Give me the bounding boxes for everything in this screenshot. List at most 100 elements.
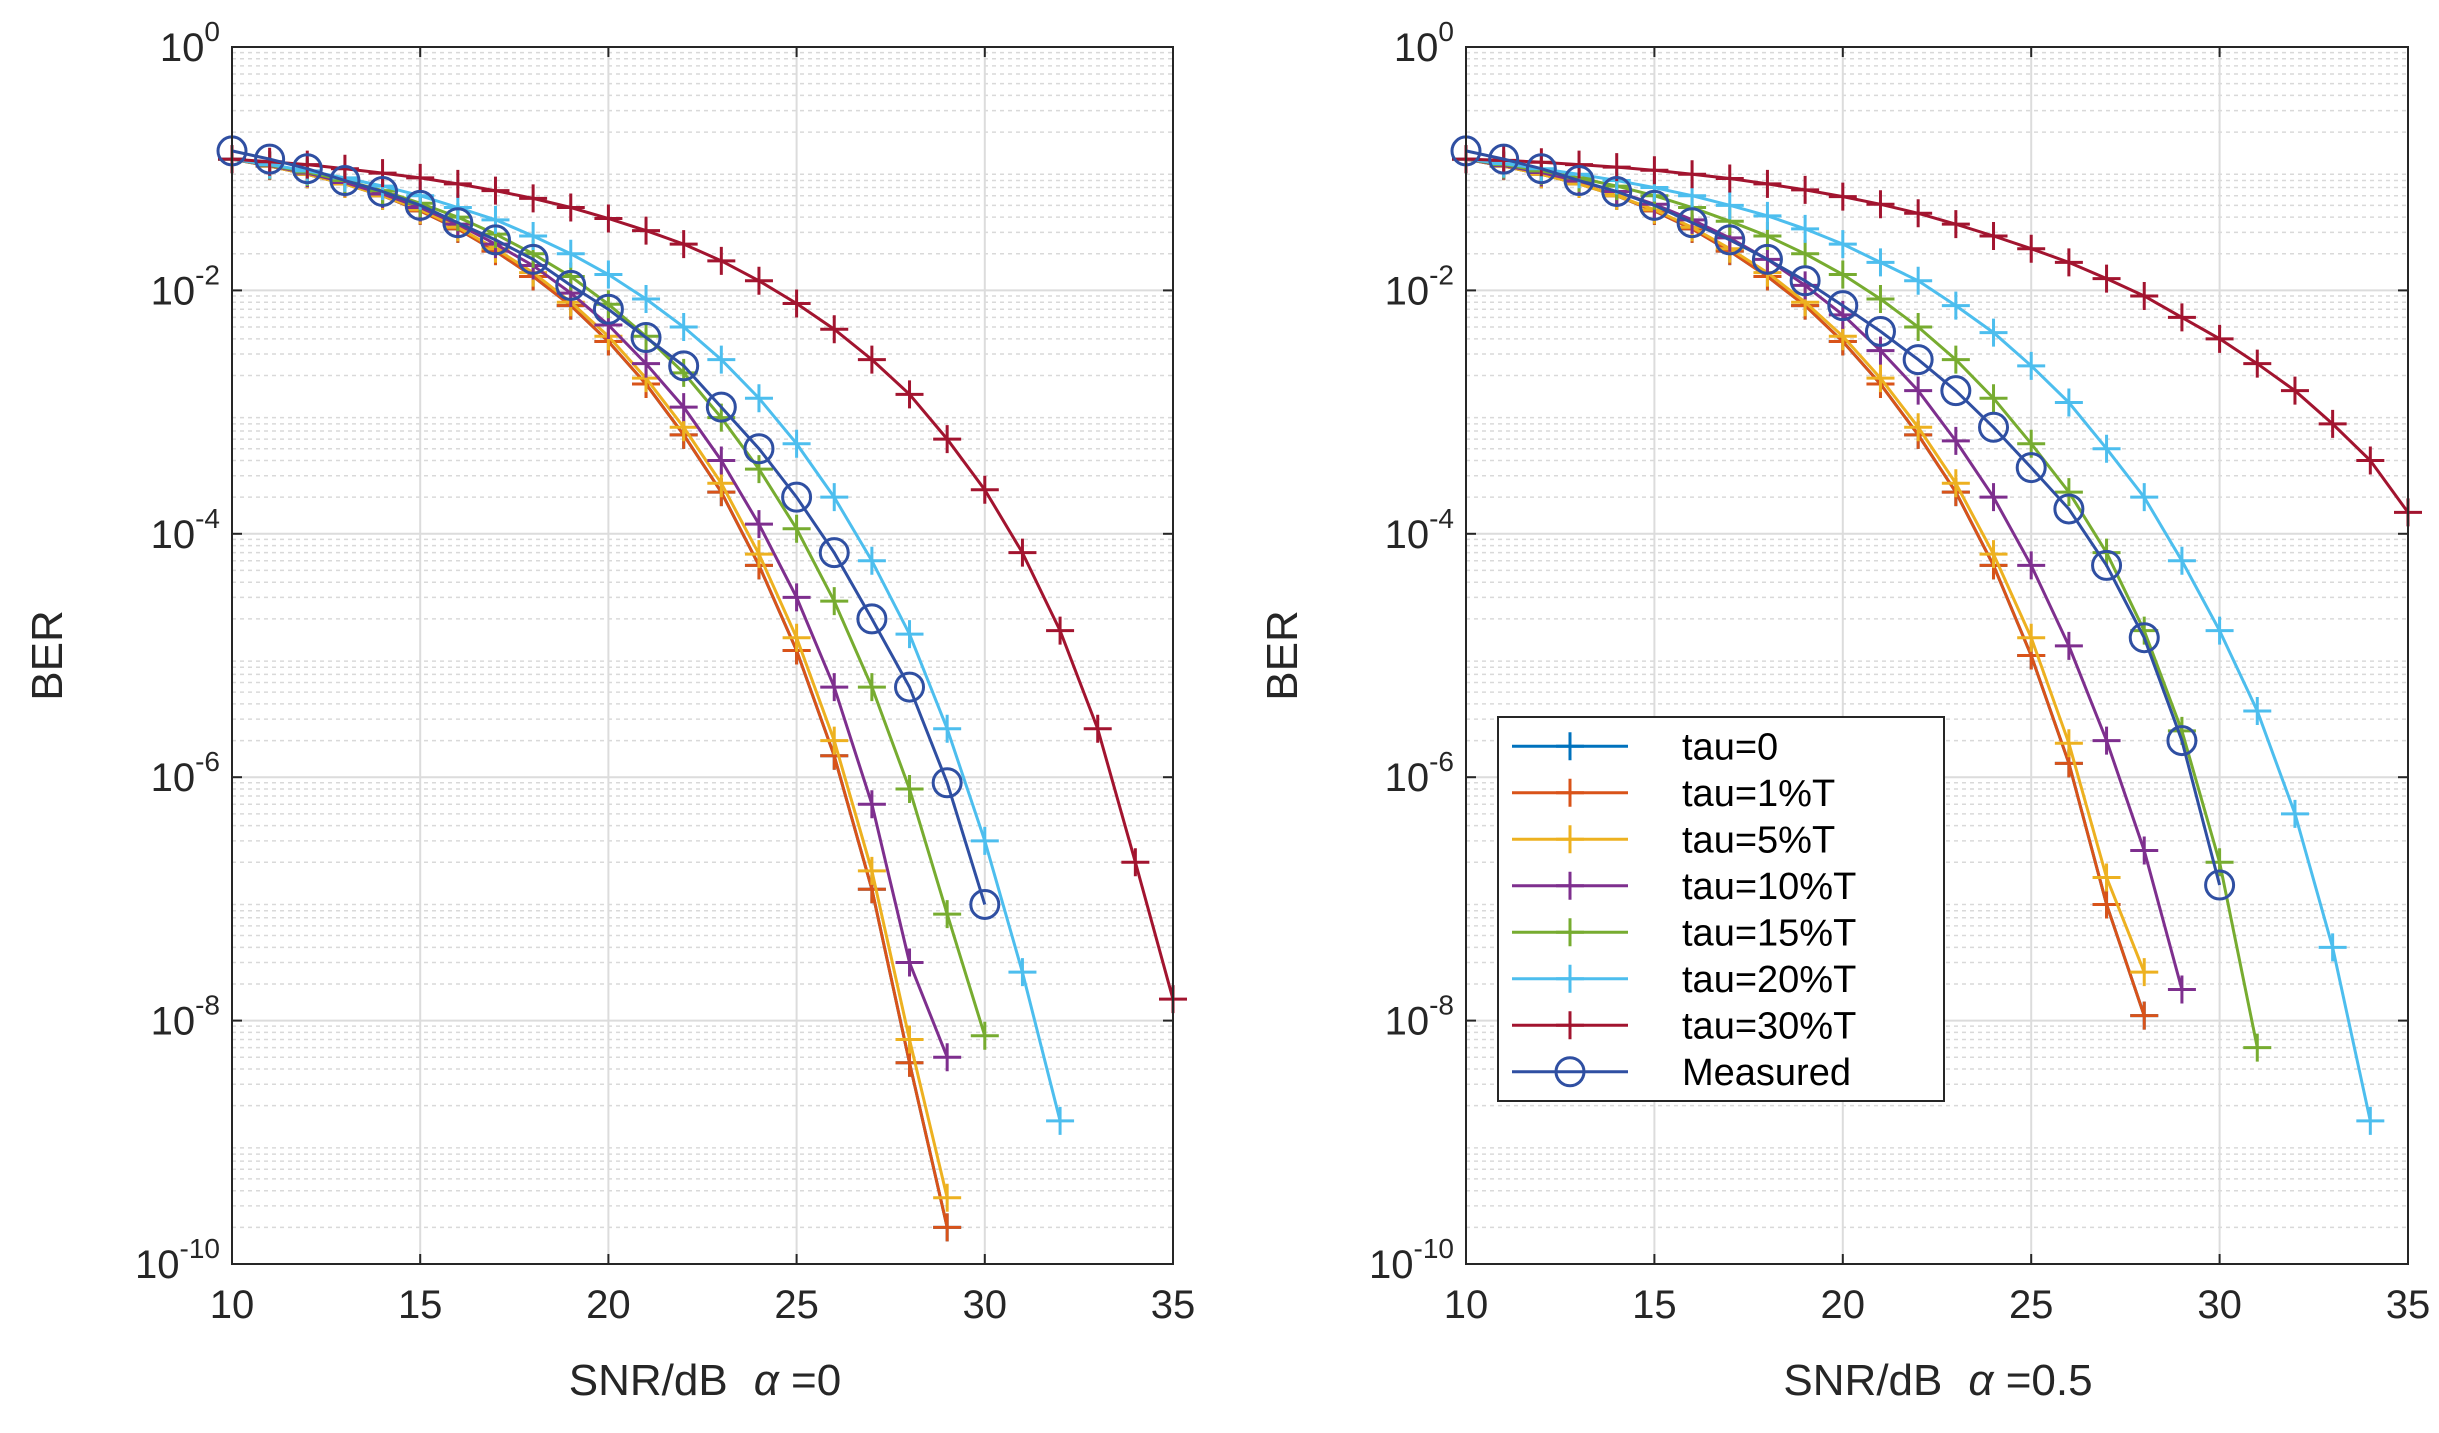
data-point-marker <box>2130 1001 2159 1030</box>
data-point-marker <box>669 313 698 342</box>
data-point-marker <box>481 205 510 234</box>
data-point-marker <box>857 790 886 819</box>
data-point-marker <box>1488 143 1520 175</box>
data-point-marker <box>1866 364 1895 393</box>
data-point-marker <box>1866 336 1895 365</box>
data-point-marker <box>744 455 773 484</box>
data-point-marker <box>707 345 736 374</box>
data-point-marker <box>2280 799 2309 828</box>
y-tick-base: 10 <box>1385 756 1430 800</box>
legend-label: tau=20%T <box>1682 959 1856 1001</box>
data-point-marker <box>668 350 700 382</box>
y-tick-exponent: -8 <box>1429 990 1454 1021</box>
legend-marker <box>1556 732 1584 761</box>
data-point-marker <box>2205 324 2234 353</box>
x-axis-label: SNR/dB α =0.5 <box>1783 1356 2092 1405</box>
y-tick-label: 10-10 <box>135 1233 220 1287</box>
data-point-marker <box>931 767 963 799</box>
data-point-marker <box>933 425 962 454</box>
data-point-marker <box>707 246 736 275</box>
legend-label: tau=15%T <box>1682 912 1856 954</box>
data-point-marker <box>1978 411 2010 443</box>
x-tick-label: 35 <box>1151 1283 1196 1327</box>
data-point-marker <box>2167 303 2196 332</box>
data-point-marker <box>818 537 850 569</box>
ticks <box>231 46 1174 1265</box>
data-point-marker <box>782 583 811 612</box>
data-point-marker <box>481 176 510 205</box>
data-point-marker <box>2054 478 2083 507</box>
data-point-marker <box>820 673 849 702</box>
y-tick-exponent: 0 <box>1438 16 1454 47</box>
data-point-marker <box>1941 210 1970 239</box>
data-point-marker <box>1083 714 1112 743</box>
y-tick-label: 10-2 <box>151 259 220 313</box>
data-point-marker <box>479 224 511 256</box>
series-group <box>1450 135 2422 1135</box>
data-point-marker <box>1715 164 1744 193</box>
data-point-marker <box>970 1021 999 1050</box>
data-point-marker <box>1828 260 1857 289</box>
y-tick-label: 100 <box>1394 16 1454 70</box>
data-point-marker <box>2166 725 2198 757</box>
data-point-marker <box>2017 234 2046 263</box>
data-point-marker <box>1751 243 1783 275</box>
data-point-marker <box>1527 148 1556 177</box>
y-tick-base: 10 <box>151 269 196 313</box>
data-point-marker <box>744 510 773 539</box>
data-point-marker <box>2130 483 2159 512</box>
y-tick-base: 10 <box>1385 269 1430 313</box>
y-tick-exponent: 0 <box>204 16 220 47</box>
data-point-marker <box>1753 169 1782 198</box>
data-point-marker <box>519 184 548 213</box>
data-point-marker <box>2130 958 2159 987</box>
data-point-marker <box>2091 549 2123 581</box>
y-tick-base: 10 <box>1385 513 1430 557</box>
data-point-marker <box>970 826 999 855</box>
data-point-marker <box>856 603 888 635</box>
data-point-marker <box>404 189 436 221</box>
data-point-marker <box>2092 264 2121 293</box>
data-point-marker <box>556 239 585 268</box>
data-point-marker <box>1525 153 1557 185</box>
data-point-marker <box>1866 248 1895 277</box>
data-point-marker <box>707 446 736 475</box>
data-point-marker <box>820 315 849 344</box>
data-point-marker <box>632 216 661 245</box>
x-tick-label: 20 <box>586 1283 631 1327</box>
alpha-value: =0 <box>779 1356 841 1405</box>
data-point-marker <box>368 159 397 188</box>
legend-marker <box>1556 778 1584 807</box>
y-tick-exponent: -6 <box>195 746 220 777</box>
data-point-marker <box>2054 248 2083 277</box>
alpha-value: =0.5 <box>1993 1356 2092 1405</box>
data-point-marker <box>2356 446 2385 475</box>
data-point-marker <box>1678 160 1707 189</box>
y-tick-exponent: -4 <box>1429 503 1454 534</box>
data-point-marker <box>895 774 924 803</box>
legend-entry: tau=15%T <box>1512 912 1856 954</box>
data-point-marker <box>933 900 962 929</box>
data-point-marker <box>2205 616 2234 645</box>
legend-label: tau=0 <box>1682 726 1778 768</box>
chart-panel-2: 10 15 20 25 30 3510-1010-810-610-410-2100SNR/… <box>1258 16 2430 1405</box>
data-point-marker <box>406 163 435 192</box>
plot-area <box>232 47 1173 1264</box>
data-point-marker <box>1979 384 2008 413</box>
data-point-marker <box>1904 413 1933 442</box>
legend-marker <box>1556 1011 1584 1040</box>
data-point-marker <box>1791 175 1820 204</box>
data-point-marker <box>2092 863 2121 892</box>
data-point-marker <box>367 175 399 207</box>
x-axis-label-text: SNR/dB <box>1783 1356 1942 1405</box>
data-point-marker <box>1791 239 1820 268</box>
y-tick-base: 10 <box>151 513 196 557</box>
x-axis-label-text: SNR/dB <box>569 1356 728 1405</box>
data-point-marker <box>556 193 585 222</box>
data-point-marker <box>895 948 924 977</box>
data-point-marker <box>1979 221 2008 250</box>
data-point-marker <box>1904 313 1933 342</box>
legend-marker <box>1554 1056 1586 1088</box>
data-point-marker <box>1941 426 1970 455</box>
